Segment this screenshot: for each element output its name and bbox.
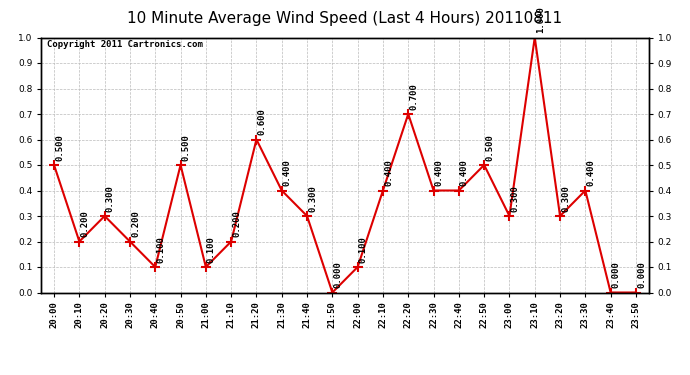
Text: 0.400: 0.400	[384, 159, 393, 186]
Text: 0.200: 0.200	[131, 210, 140, 237]
Text: 0.400: 0.400	[283, 159, 292, 186]
Text: 0.700: 0.700	[409, 83, 418, 110]
Text: 10 Minute Average Wind Speed (Last 4 Hours) 20110811: 10 Minute Average Wind Speed (Last 4 Hou…	[128, 11, 562, 26]
Text: 0.000: 0.000	[612, 261, 621, 288]
Text: 1.000: 1.000	[536, 6, 545, 33]
Text: 0.300: 0.300	[308, 185, 317, 212]
Text: 0.000: 0.000	[333, 261, 342, 288]
Text: 0.200: 0.200	[233, 210, 241, 237]
Text: 0.300: 0.300	[511, 185, 520, 212]
Text: 0.300: 0.300	[106, 185, 115, 212]
Text: 0.400: 0.400	[435, 159, 444, 186]
Text: 0.100: 0.100	[359, 236, 368, 263]
Text: 0.500: 0.500	[485, 134, 494, 161]
Text: 0.000: 0.000	[637, 261, 646, 288]
Text: 0.500: 0.500	[55, 134, 64, 161]
Text: 0.600: 0.600	[257, 108, 266, 135]
Text: 0.200: 0.200	[81, 210, 90, 237]
Text: 0.100: 0.100	[157, 236, 166, 263]
Text: 0.300: 0.300	[561, 185, 570, 212]
Text: 0.100: 0.100	[207, 236, 216, 263]
Text: 0.400: 0.400	[460, 159, 469, 186]
Text: 0.500: 0.500	[181, 134, 190, 161]
Text: Copyright 2011 Cartronics.com: Copyright 2011 Cartronics.com	[48, 40, 204, 49]
Text: 0.400: 0.400	[586, 159, 595, 186]
